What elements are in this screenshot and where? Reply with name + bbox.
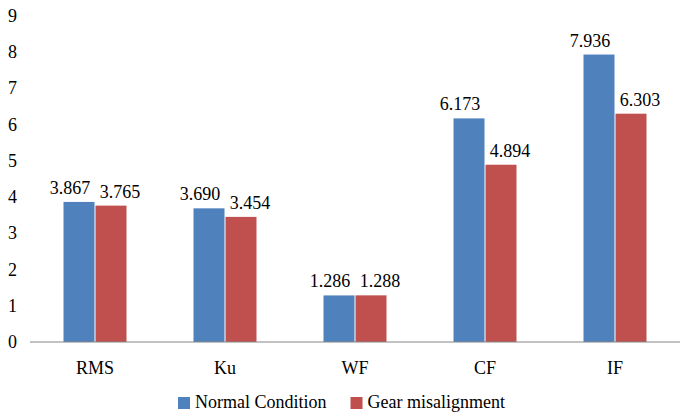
bar — [454, 118, 485, 342]
bar — [96, 206, 127, 342]
data-label: 1.286 — [310, 271, 351, 291]
bar — [584, 55, 615, 342]
data-label: 6.303 — [620, 90, 661, 110]
x-tick-label: Ku — [214, 358, 236, 378]
y-tick-label: 1 — [8, 296, 17, 316]
legend-label: Normal Condition — [195, 392, 327, 412]
y-tick-label: 4 — [8, 187, 17, 207]
bars — [64, 55, 647, 342]
bar — [226, 217, 257, 342]
data-label: 3.454 — [230, 193, 271, 213]
x-axis-line — [30, 342, 680, 343]
data-label: 3.765 — [100, 182, 141, 202]
legend-swatch — [351, 397, 363, 409]
data-label: 3.690 — [180, 184, 221, 204]
y-tick-label: 7 — [8, 78, 17, 98]
bar — [64, 202, 95, 342]
legend-swatch — [178, 397, 190, 409]
x-tick-label: WF — [342, 358, 369, 378]
y-tick-label: 3 — [8, 223, 17, 243]
legend-label: Gear misalignment — [368, 392, 505, 412]
bar — [194, 208, 225, 342]
y-tick-label: 0 — [8, 332, 17, 352]
chart: 0 1 2 3 4 5 6 7 8 9 3.867 3.690 1.286 6.173 7.936 3.765… — [0, 0, 685, 420]
data-label: 7.936 — [570, 31, 611, 51]
data-label: 3.867 — [50, 178, 91, 198]
x-tick-label: IF — [607, 358, 623, 378]
y-tick-label: 5 — [8, 151, 17, 171]
y-tick-label: 6 — [8, 115, 17, 135]
bar — [486, 165, 517, 342]
x-tick-label: CF — [474, 358, 496, 378]
x-tick-label: RMS — [76, 358, 114, 378]
legend: Normal Condition Gear misalignment — [178, 392, 505, 412]
bar — [324, 295, 355, 342]
bar — [616, 114, 647, 342]
bar — [356, 295, 387, 342]
data-label: 1.288 — [360, 271, 401, 291]
y-tick-label: 8 — [8, 42, 17, 62]
data-label: 4.894 — [490, 141, 531, 161]
y-tick-label: 9 — [8, 6, 17, 26]
y-tick-label: 2 — [8, 260, 17, 280]
data-label: 6.173 — [440, 94, 481, 114]
